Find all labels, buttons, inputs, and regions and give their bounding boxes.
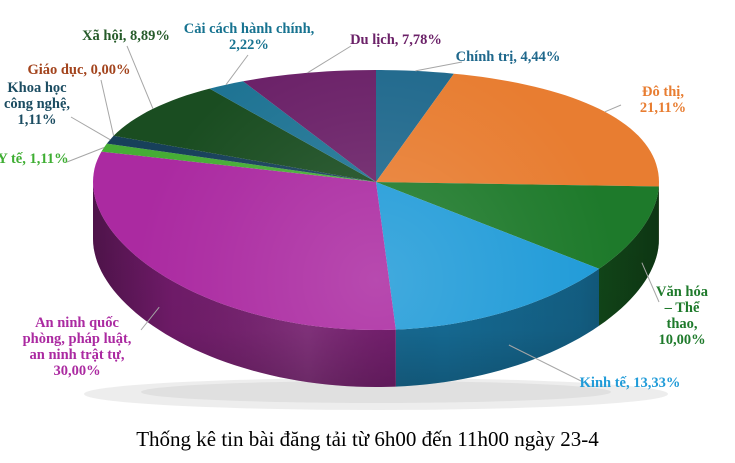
leader-line-5 <box>66 147 105 163</box>
leader-line-7 <box>100 79 115 136</box>
leader-line-8 <box>126 45 154 109</box>
leader-line-3 <box>508 344 584 383</box>
pie-shadow-inner <box>141 381 611 403</box>
leader-line-2 <box>641 262 660 303</box>
pie-top-sheen <box>93 70 659 330</box>
pie-chart-canvas <box>66 45 668 410</box>
pie-side-shading-bottom <box>93 182 659 387</box>
leader-line-9 <box>225 54 249 85</box>
pie-shadow <box>84 378 668 410</box>
leader-line-0 <box>415 61 463 72</box>
pie-slices-group <box>66 45 668 410</box>
leader-line-6 <box>70 116 111 141</box>
chart-title: Thống kê tin bài đăng tải từ 6h00 đến 11… <box>136 427 599 451</box>
leader-line-1 <box>604 104 622 113</box>
leader-line-10 <box>307 45 352 74</box>
leader-line-4 <box>140 306 160 331</box>
